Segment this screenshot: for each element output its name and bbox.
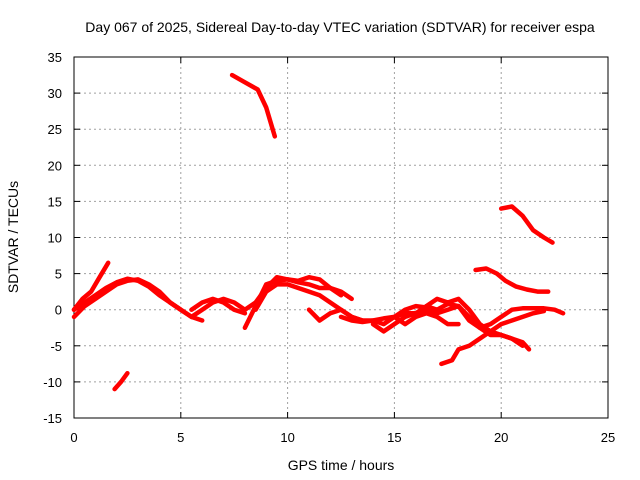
series-track-17 (498, 204, 555, 245)
y-tick-label: 15 (48, 194, 62, 209)
series-track-7 (242, 277, 354, 331)
x-tick-label: 0 (70, 430, 77, 445)
y-tick-label: 35 (48, 50, 62, 65)
y-tick-label: 25 (48, 122, 62, 137)
chart-title: Day 067 of 2025, Sidereal Day-to-day VTE… (85, 19, 595, 35)
series-track-1 (71, 260, 111, 312)
x-axis-ticks: 0 5 10 15 20 25 (70, 57, 615, 445)
y-tick-label: -10 (43, 375, 62, 390)
series-track-13 (392, 311, 461, 327)
series-track-3 (71, 276, 184, 312)
y-tick-label: 10 (48, 231, 62, 246)
x-tick-label: 10 (280, 430, 294, 445)
y-axis-ticks: -15 -10 -5 0 5 10 15 20 25 30 35 (43, 50, 608, 426)
y-tick-label: -5 (50, 339, 62, 354)
series-track-16 (473, 266, 551, 294)
data-series (71, 72, 566, 392)
y-axis-label: SDTVAR / TECUs (5, 181, 21, 293)
grid (74, 57, 608, 418)
x-tick-label: 5 (177, 430, 184, 445)
y-tick-label: -15 (43, 411, 62, 426)
series-track-15 (439, 308, 547, 367)
y-tick-label: 0 (55, 303, 62, 318)
series-track-11 (338, 303, 566, 331)
y-tick-label: 30 (48, 86, 62, 101)
series-track-9 (229, 72, 278, 139)
y-tick-label: 5 (55, 267, 62, 282)
y-tick-label: 20 (48, 158, 62, 173)
x-tick-label: 15 (387, 430, 401, 445)
series-track-4 (112, 370, 130, 392)
x-tick-label: 20 (494, 430, 508, 445)
series-track-14 (424, 296, 532, 352)
x-axis-label: GPS time / hours (288, 457, 395, 473)
x-tick-label: 25 (601, 430, 615, 445)
